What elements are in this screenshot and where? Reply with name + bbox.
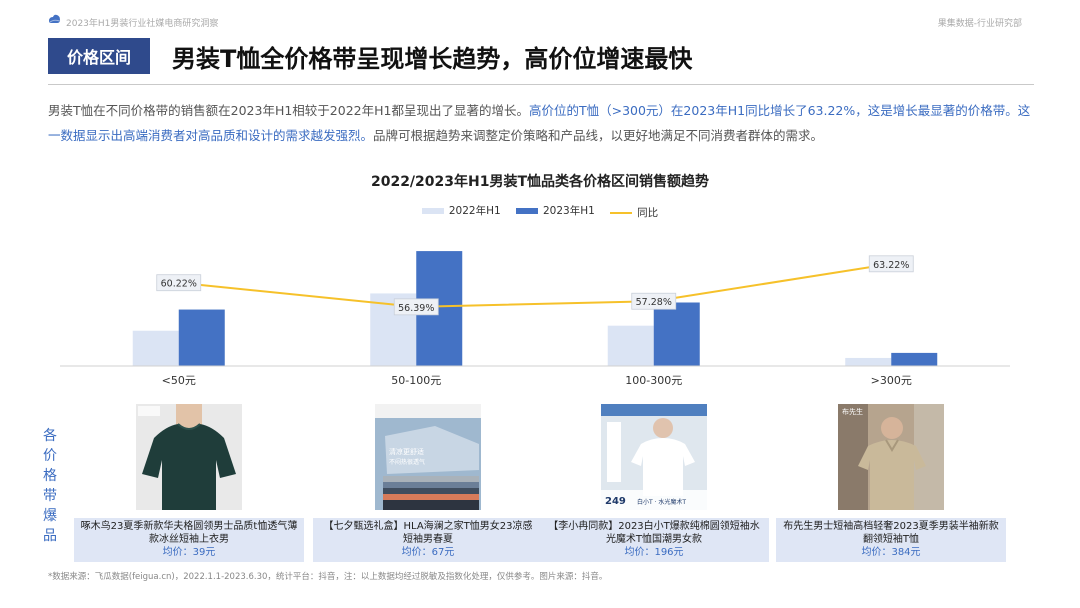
product-name: 【七夕甄选礼盒】HLA海澜之家T恤男女23凉感短袖男春夏 [323, 521, 533, 545]
legend-label-yoy: 同比 [637, 207, 659, 219]
thumb-text-p4-brand: 布先生 [842, 407, 863, 416]
legend-item-yoy: 同比 [610, 205, 658, 220]
footnote: *数据来源：飞瓜数据(feigua.cn)，2022.1.1-2023.6.30… [48, 572, 608, 582]
sales-chart: <50元 50-100元 100-300元 >300元 60.22% 56.39% 57.2… [60, 251, 1010, 387]
description-part3: 品牌可根据趋势来调整定价策略和产品线，以更好地满足不同消费者群体的需求。 [373, 128, 824, 143]
data-label-box [156, 274, 202, 292]
bar-2023 [178, 309, 225, 366]
data-label-box [631, 292, 677, 310]
product-caption: 【李小冉同款】2023白小T爆款纯棉圆领短袖水光魔术T恤国潮男女款 均价：196… [539, 518, 769, 562]
page-title: 男装T恤全价格带呈现增长趋势，高价位增速最快 [172, 45, 693, 73]
data-label-box [868, 255, 914, 273]
bar-2022 [132, 330, 179, 366]
chart-title: 2022/2023年H1男装T恤品类各价格区间销售额趋势 [370, 174, 710, 190]
legend-label-2022: 2022年H1 [448, 205, 501, 217]
legend-label-2023: 2023年H1 [543, 205, 595, 217]
thumb-text-p3-price: 249 [605, 496, 626, 507]
legend-swatch-2022 [421, 207, 444, 214]
title-divider [48, 84, 1034, 85]
legend-swatch-yoy [610, 211, 633, 214]
dark-tshirt-image [136, 404, 242, 510]
products-section-label: 各价格带爆品 [43, 428, 57, 544]
data-label: 60.22% [161, 279, 197, 290]
product-name: 布先生男士短袖高档轻奢2023夏季男装半袖新款翻领短袖T恤 [783, 521, 999, 545]
product-price: 均价：196元 [624, 547, 684, 558]
data-label: 56.39% [398, 303, 434, 314]
description-highlight: 高价位的T恤（>300元）在2023年H1同比增长了63.22%，这是增长最显著… [48, 103, 1031, 143]
x-tick-label: 50-100元 [391, 374, 441, 387]
product-name: 【李小冉同款】2023白小T爆款纯棉圆领短袖水光魔术T恤国潮男女款 [548, 521, 760, 545]
x-tick-label: 100-300元 [625, 374, 682, 387]
polo-shirt-image: 布先生 [838, 404, 944, 510]
department-name: 果集数据-行业研究部 [937, 19, 1022, 29]
report-name: 2023年H1男装行业社媒电商研究洞察 [66, 19, 219, 29]
product-price: 均价：67元 [401, 547, 455, 558]
description-part1: 男装T恤在不同价格带的销售额在2023年H1相较于2022年H1都呈现出了显著的… [48, 103, 529, 118]
x-tick-label: >300元 [871, 374, 912, 387]
bar-2022 [845, 357, 892, 366]
yoy-line [178, 262, 892, 308]
description: 男装T恤在不同价格带的销售额在2023年H1相较于2022年H1都呈现出了显著的… [48, 98, 1038, 148]
white-tshirt-image: 249 白小T · 水光魔术T [601, 404, 707, 510]
product-card[interactable]: 249 白小T · 水光魔术T 【李小冉同款】2023白小T爆款纯棉圆领短袖水光… [539, 404, 769, 562]
bar-2023 [653, 302, 700, 366]
x-tick-label: <50元 [162, 374, 196, 387]
product-card[interactable]: 清凉更舒适 不闷热很透气 【七夕甄选礼盒】HLA海澜之家T恤男女23凉感短袖男春… [313, 404, 543, 562]
chart-legend: 2022年H1 2023年H1 同比 [0, 203, 1080, 220]
product-caption: 【七夕甄选礼盒】HLA海澜之家T恤男女23凉感短袖男春夏 均价：67元 [313, 518, 543, 562]
top-bar: 2023年H1男装行业社媒电商研究洞察 果集数据-行业研究部 [0, 0, 1080, 32]
product-caption: 布先生男士短袖高档轻奢2023夏季男装半袖新款翻领短袖T恤 均价：384元 [776, 518, 1006, 562]
section-tag: 价格区间 [48, 38, 150, 74]
data-label-box [393, 298, 439, 316]
product-card[interactable]: 布先生 布先生男士短袖高档轻奢2023夏季男装半袖新款翻领短袖T恤 均价：384… [776, 404, 1006, 562]
legend-item-2023: 2023年H1 [516, 203, 595, 218]
product-image[interactable]: 布先生 [838, 404, 944, 510]
product-price: 均价：384元 [861, 547, 921, 558]
product-caption: 啄木鸟23夏季新款华夫格圆领男士品质t恤透气薄款冰丝短袖上衣男 均价：39元 [74, 518, 304, 562]
bar-2023 [891, 352, 938, 366]
product-image[interactable]: 清凉更舒适 不闷热很透气 [375, 404, 481, 510]
thumb-text-p2-line2: 不闷热很透气 [389, 458, 425, 466]
data-label: 63.22% [873, 260, 909, 271]
bar-2022 [607, 325, 654, 366]
tshirt-stack-image: 清凉更舒适 不闷热很透气 [375, 404, 481, 510]
product-name: 啄木鸟23夏季新款华夫格圆领男士品质t恤透气薄款冰丝短袖上衣男 [80, 521, 298, 545]
data-label: 57.28% [636, 297, 672, 308]
product-card[interactable]: 啄木鸟23夏季新款华夫格圆领男士品质t恤透气薄款冰丝短袖上衣男 均价：39元 [74, 404, 304, 562]
cloud-logo-icon [49, 14, 61, 23]
product-price: 均价：39元 [162, 547, 216, 558]
legend-item-2022: 2022年H1 [421, 203, 501, 218]
thumb-text-p3-label: 白小T · 水光魔术T [637, 498, 686, 506]
product-image[interactable]: 249 白小T · 水光魔术T [601, 404, 707, 510]
product-image[interactable] [136, 404, 242, 510]
legend-swatch-2023 [516, 207, 538, 214]
thumb-text-p2-line1: 清凉更舒适 [389, 447, 424, 456]
